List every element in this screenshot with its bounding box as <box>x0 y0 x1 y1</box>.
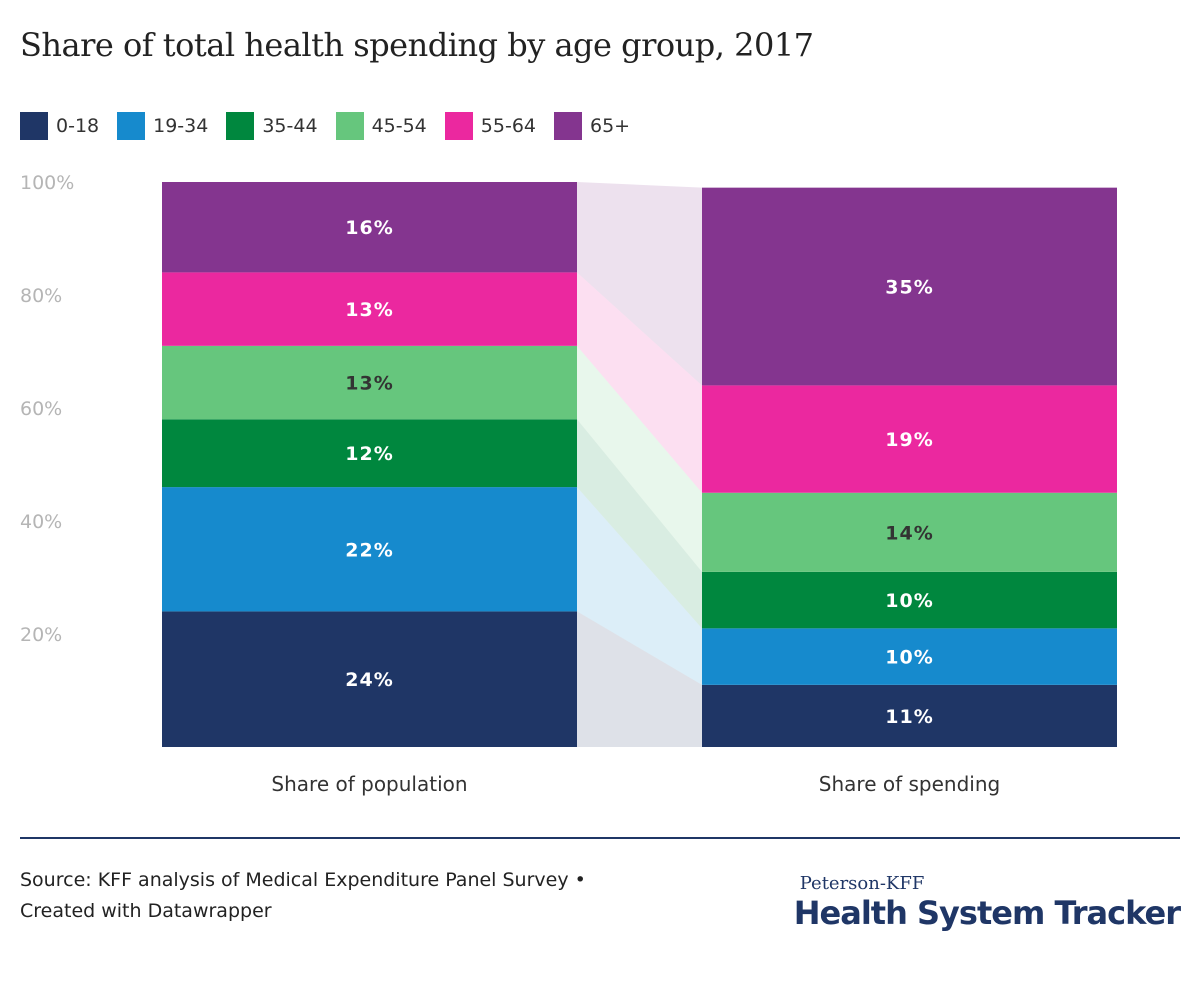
logo-wordmark: Health System Tracker <box>793 894 1181 932</box>
y-tick-label: 20% <box>20 624 62 646</box>
legend-item-35-44: 35-44 <box>226 112 318 140</box>
data-label: 11% <box>885 706 933 728</box>
bar-segment-55-64 <box>702 385 1117 493</box>
bar-segment-35-44 <box>702 571 1117 629</box>
legend-swatch <box>444 112 473 140</box>
legend: 0-18 19-34 35-44 45-54 55-64 65+ <box>20 112 648 140</box>
connector-band-65-plus <box>577 182 702 386</box>
connector-band-19-34 <box>577 487 702 685</box>
bar-segment-65-plus <box>162 182 577 273</box>
y-tick-label: 80% <box>20 285 62 307</box>
bar-segment-19-34 <box>162 487 577 612</box>
category-label: Share of spending <box>819 772 1000 796</box>
data-label: 16% <box>345 217 393 239</box>
legend-label: 35-44 <box>262 115 318 137</box>
y-tick-label: 100% <box>20 172 74 194</box>
legend-label: 19-34 <box>153 115 209 137</box>
category-label: Share of population <box>271 772 467 796</box>
data-label: 22% <box>345 539 393 561</box>
connector-band-45-54 <box>577 345 702 572</box>
bar-segment-0-18 <box>162 611 577 747</box>
footer-divider <box>20 837 1180 839</box>
bar-segment-45-54 <box>162 345 577 420</box>
legend-label: 45-54 <box>371 115 427 137</box>
source-line-1: Source: KFF analysis of Medical Expendit… <box>20 869 586 891</box>
legend-swatch <box>226 112 255 140</box>
data-label: 19% <box>885 429 933 451</box>
connector-band-0-18 <box>577 611 702 747</box>
legend-item-65-plus: 65+ <box>554 112 630 140</box>
legend-label: 65+ <box>590 115 631 137</box>
legend-item-0-18: 0-18 <box>20 112 99 140</box>
source-line-2: Created with Datawrapper <box>20 900 272 922</box>
y-tick-label: 60% <box>20 398 62 420</box>
data-label: 10% <box>885 647 933 669</box>
bar-segment-19-34 <box>702 628 1117 685</box>
legend-swatch <box>335 112 364 140</box>
bar-segment-55-64 <box>162 272 577 346</box>
data-label: 10% <box>885 590 933 612</box>
legend-swatch <box>20 112 48 140</box>
brand-logo: Peterson-KFF Health System Tracker <box>793 873 1181 932</box>
legend-swatch <box>117 112 146 140</box>
data-label: 13% <box>345 373 393 395</box>
data-label: 13% <box>345 299 393 321</box>
source-note: Source: KFF analysis of Medical Expendit… <box>20 865 586 927</box>
bar-segment-65-plus <box>702 187 1117 386</box>
bar-segment-35-44 <box>162 419 577 488</box>
legend-item-55-64: 55-64 <box>444 112 536 140</box>
legend-item-45-54: 45-54 <box>335 112 427 140</box>
legend-item-19-34: 19-34 <box>117 112 208 140</box>
connector-band-35-44 <box>577 419 702 629</box>
legend-label: 0-18 <box>56 115 100 137</box>
data-label: 14% <box>885 522 933 544</box>
logo-subtitle: Peterson-KFF <box>799 873 925 894</box>
bar-segment-0-18 <box>702 684 1117 747</box>
legend-label: 55-64 <box>480 115 536 137</box>
connector-band-55-64 <box>577 272 702 493</box>
bar-segment-45-54 <box>702 492 1117 572</box>
data-label: 24% <box>345 669 393 691</box>
y-tick-label: 40% <box>20 511 62 533</box>
data-label: 35% <box>885 277 933 299</box>
data-label: 12% <box>345 443 393 465</box>
legend-swatch <box>554 112 582 140</box>
chart-title: Share of total health spending by age gr… <box>20 26 814 64</box>
